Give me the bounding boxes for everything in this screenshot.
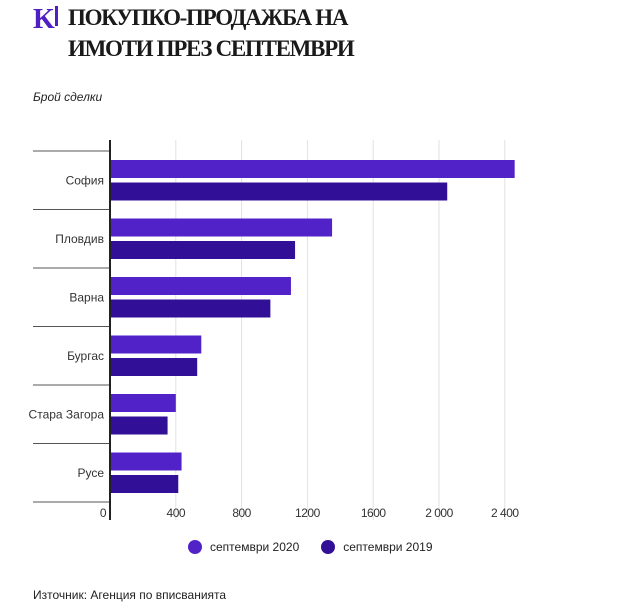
bar-2020: [110, 277, 291, 295]
category-label: Стара Загора: [29, 407, 105, 421]
category-label: Пловдив: [55, 232, 104, 246]
x-tick-label: 1600: [361, 506, 387, 520]
chart-title: Покупко-продажба на имоти през септември: [68, 2, 355, 64]
x-tick-label: 2 000: [425, 506, 453, 520]
bar-2020: [110, 160, 515, 178]
category-label: София: [66, 173, 104, 187]
x-tick-label: 400: [167, 506, 186, 520]
source-note: Източник: Агенция по вписванията: [33, 588, 227, 602]
x-tick-label: 0: [100, 506, 107, 520]
category-label: Бургас: [67, 349, 104, 363]
legend-swatch-2019: [321, 540, 336, 554]
bar-2020: [110, 452, 182, 471]
legend-label-2020: септември 2020: [210, 540, 300, 554]
bar-2019: [110, 182, 448, 201]
x-tick-label: 2 400: [491, 506, 519, 520]
title-line-2: имоти през септември: [68, 36, 355, 61]
legend-item-2020: септември 2020: [188, 540, 299, 554]
bar-2019: [110, 358, 198, 376]
title-line-1: Покупко-продажба на: [68, 5, 349, 30]
y-axis-label: Брой сделки: [33, 90, 103, 104]
category-label: Варна: [69, 290, 104, 304]
bar-2020: [110, 335, 202, 354]
bar-2019: [110, 416, 168, 435]
legend-label-2019: септември 2019: [343, 540, 433, 554]
bar-2019: [110, 475, 179, 493]
legend-item-2019: септември 2019: [321, 540, 433, 554]
legend: септември 2020 септември 2019: [188, 540, 433, 554]
category-label: Русе: [77, 466, 104, 480]
x-tick-label: 1200: [295, 506, 321, 520]
logo-divider: [55, 6, 58, 26]
bar-2019: [110, 241, 296, 259]
x-tick-label: 800: [232, 506, 251, 520]
logo: K: [33, 4, 55, 35]
bar-2020: [110, 394, 176, 412]
legend-swatch-2020: [188, 540, 202, 554]
bar-2019: [110, 299, 271, 318]
bar-2020: [110, 218, 333, 237]
